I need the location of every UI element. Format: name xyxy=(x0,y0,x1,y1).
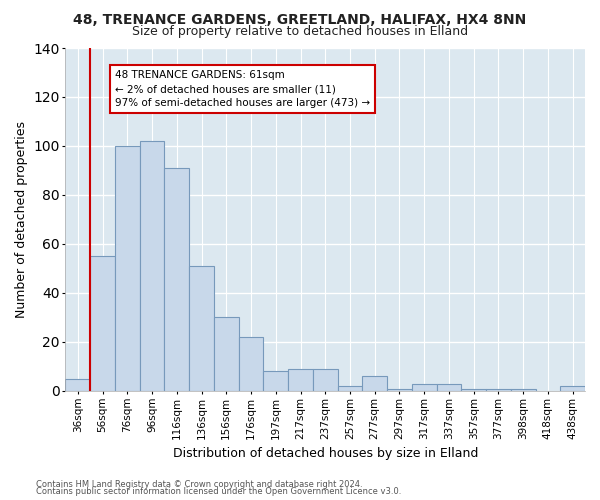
Bar xyxy=(437,384,461,391)
Bar xyxy=(65,378,90,391)
Bar xyxy=(313,369,338,391)
Y-axis label: Number of detached properties: Number of detached properties xyxy=(15,121,28,318)
Bar xyxy=(288,369,313,391)
Bar xyxy=(560,386,585,391)
Bar xyxy=(486,388,511,391)
Bar xyxy=(189,266,214,391)
Bar xyxy=(140,141,164,391)
Bar xyxy=(412,384,437,391)
Bar xyxy=(387,388,412,391)
Bar xyxy=(90,256,115,391)
Text: Size of property relative to detached houses in Elland: Size of property relative to detached ho… xyxy=(132,25,468,38)
Text: Contains HM Land Registry data © Crown copyright and database right 2024.: Contains HM Land Registry data © Crown c… xyxy=(36,480,362,489)
Bar xyxy=(338,386,362,391)
Bar xyxy=(263,372,288,391)
Bar xyxy=(239,337,263,391)
Bar xyxy=(511,388,536,391)
Bar xyxy=(164,168,189,391)
Bar xyxy=(461,388,486,391)
Bar xyxy=(115,146,140,391)
Text: 48 TRENANCE GARDENS: 61sqm
← 2% of detached houses are smaller (11)
97% of semi-: 48 TRENANCE GARDENS: 61sqm ← 2% of detac… xyxy=(115,70,370,108)
X-axis label: Distribution of detached houses by size in Elland: Distribution of detached houses by size … xyxy=(173,447,478,460)
Bar xyxy=(362,376,387,391)
Text: 48, TRENANCE GARDENS, GREETLAND, HALIFAX, HX4 8NN: 48, TRENANCE GARDENS, GREETLAND, HALIFAX… xyxy=(73,12,527,26)
Text: Contains public sector information licensed under the Open Government Licence v3: Contains public sector information licen… xyxy=(36,488,401,496)
Bar xyxy=(214,318,239,391)
